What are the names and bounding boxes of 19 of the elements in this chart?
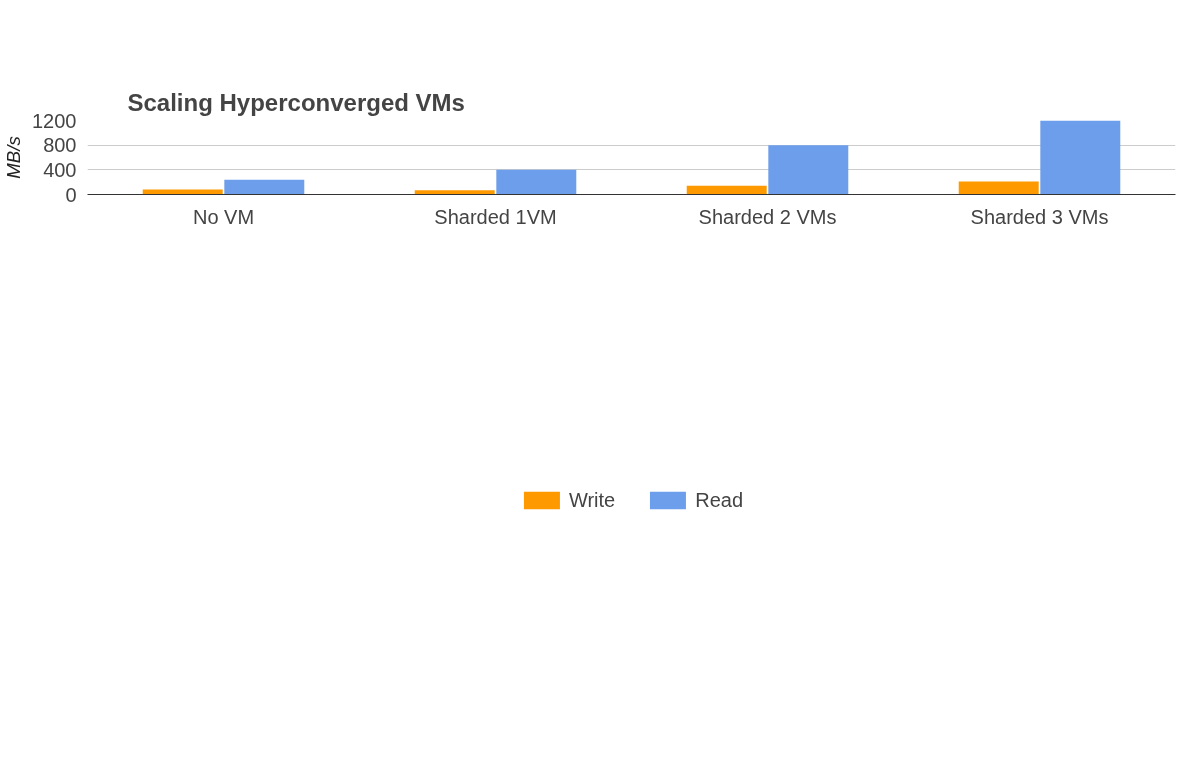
chart-title: Scaling Hyperconverged VMs xyxy=(127,88,465,116)
bar xyxy=(496,169,577,195)
bar xyxy=(414,190,495,195)
x-tick-label: Sharded 3 VMs xyxy=(970,205,1109,228)
legend-label: Write xyxy=(568,488,616,512)
bar xyxy=(1040,120,1121,195)
x-tick-label: No VM xyxy=(192,205,255,228)
x-tick-label: Sharded 2 VMs xyxy=(698,205,837,228)
bar xyxy=(768,145,849,195)
bar xyxy=(958,181,1039,195)
y-axis-title: MB/s xyxy=(3,136,25,179)
x-tick-label: Sharded 1VM xyxy=(434,205,557,228)
y-tick-label: 1200 xyxy=(32,109,77,132)
y-tick-label: 0 xyxy=(65,183,77,206)
y-tick-label: 800 xyxy=(43,134,77,157)
bar xyxy=(224,179,305,195)
y-tick-label: 400 xyxy=(43,158,77,181)
bar xyxy=(686,185,767,195)
legend-label: Read xyxy=(695,488,744,512)
